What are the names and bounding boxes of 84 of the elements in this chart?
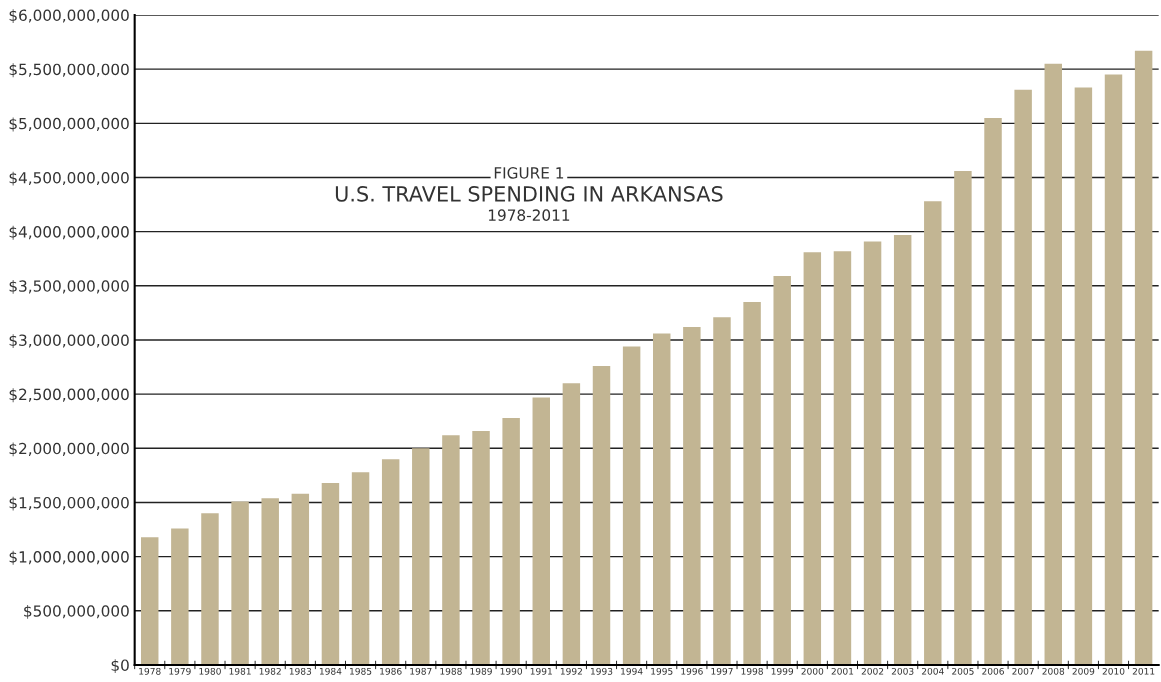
x-tick-label: 1989 [470,667,492,675]
bar [954,170,972,665]
bar [201,513,219,665]
x-tick-label: 2002 [861,667,884,675]
x-tick-label: 1983 [289,667,312,675]
bar [291,493,310,665]
x-tick-label: 1998 [741,667,763,675]
y-tick-label: $0 [111,659,129,673]
bar [141,537,159,665]
x-tick-label: 1997 [711,667,733,675]
y-tick-label: $6,000,000,000 [9,9,129,24]
x-tick-label: 2001 [831,667,854,675]
x-tick-label: 2006 [982,667,1004,675]
bar [472,430,490,665]
y-tick-label: $5,000,000,000 [9,117,129,132]
bar [683,326,701,665]
x-tick-label: 1988 [440,667,462,675]
bar [803,252,822,665]
bar [412,448,430,665]
x-tick-label: 1979 [169,667,191,675]
x-tick-label: 1986 [380,667,402,675]
x-tick-label: 2009 [1072,667,1095,675]
x-tick-label: 1981 [229,667,251,675]
x-tick-label: 1987 [410,667,432,675]
y-tick-label: $5,500,000,000 [9,63,129,78]
x-tick-label: 1980 [199,667,221,675]
bar [442,435,460,665]
y-tick-label: $4,000,000,000 [9,225,129,240]
y-tick-label: $1,000,000,000 [9,550,129,565]
bar [231,501,249,665]
x-tick-label: 1990 [500,667,523,675]
bar [893,234,912,665]
x-tick-label: 1993 [591,667,613,675]
bar [1104,74,1123,665]
x-tick-label: 1992 [560,667,582,675]
bar [532,397,550,665]
bar [1074,87,1093,665]
bar [1044,63,1062,665]
bar [743,302,761,665]
bar [562,383,581,665]
y-tick-label: $3,000,000,000 [9,334,129,349]
text: U.S. TRAVEL SPENDING IN ARKANSAS [335,185,723,202]
y-tick-label: $1,500,000,000 [9,496,129,511]
x-tick-label: 2008 [1042,667,1065,675]
y-tick-label: $3,500,000,000 [9,280,129,294]
text: 1978-2011 [488,209,570,221]
bar [261,498,279,665]
y-tick-label: $500,000,000 [24,604,129,619]
x-tick-label: 2003 [891,667,914,675]
bar [863,241,882,665]
y-tick-label: $2,000,000,000 [9,442,129,457]
x-tick-label: 1984 [319,667,342,675]
annotation: FIGURE 1 [494,167,564,179]
x-tick-label: 1978 [139,667,161,675]
bar [773,276,791,665]
x-tick-label: 1995 [651,667,673,675]
y-tick-label: $4,500,000,000 [9,171,129,186]
bar [833,251,852,665]
bar [622,346,641,665]
x-tick-label: 1985 [350,667,372,675]
bar [924,201,942,665]
bar [381,459,400,665]
bar [351,472,370,665]
bar [984,117,1002,665]
bar [502,417,520,665]
x-tick-label: 2005 [952,667,974,675]
y-tick-label: $2,500,000,000 [9,388,129,403]
x-tick-label: 2000 [801,667,824,675]
x-tick-label: 2004 [921,667,944,675]
bar [653,333,671,665]
bar [171,528,189,665]
x-tick-label: 2010 [1102,667,1125,675]
x-tick-label: 1991 [530,667,552,675]
bar [713,317,731,665]
bar [321,482,340,665]
x-tick-label: 2007 [1012,667,1034,675]
bar [1014,89,1032,665]
x-tick-label: 1994 [621,667,643,675]
bar [1134,50,1153,665]
x-tick-label: 1996 [681,667,703,675]
x-tick-label: 1999 [771,667,794,675]
x-tick-label: 1982 [259,667,281,675]
bar [592,365,611,665]
x-tick-label: 2011 [1132,667,1155,675]
